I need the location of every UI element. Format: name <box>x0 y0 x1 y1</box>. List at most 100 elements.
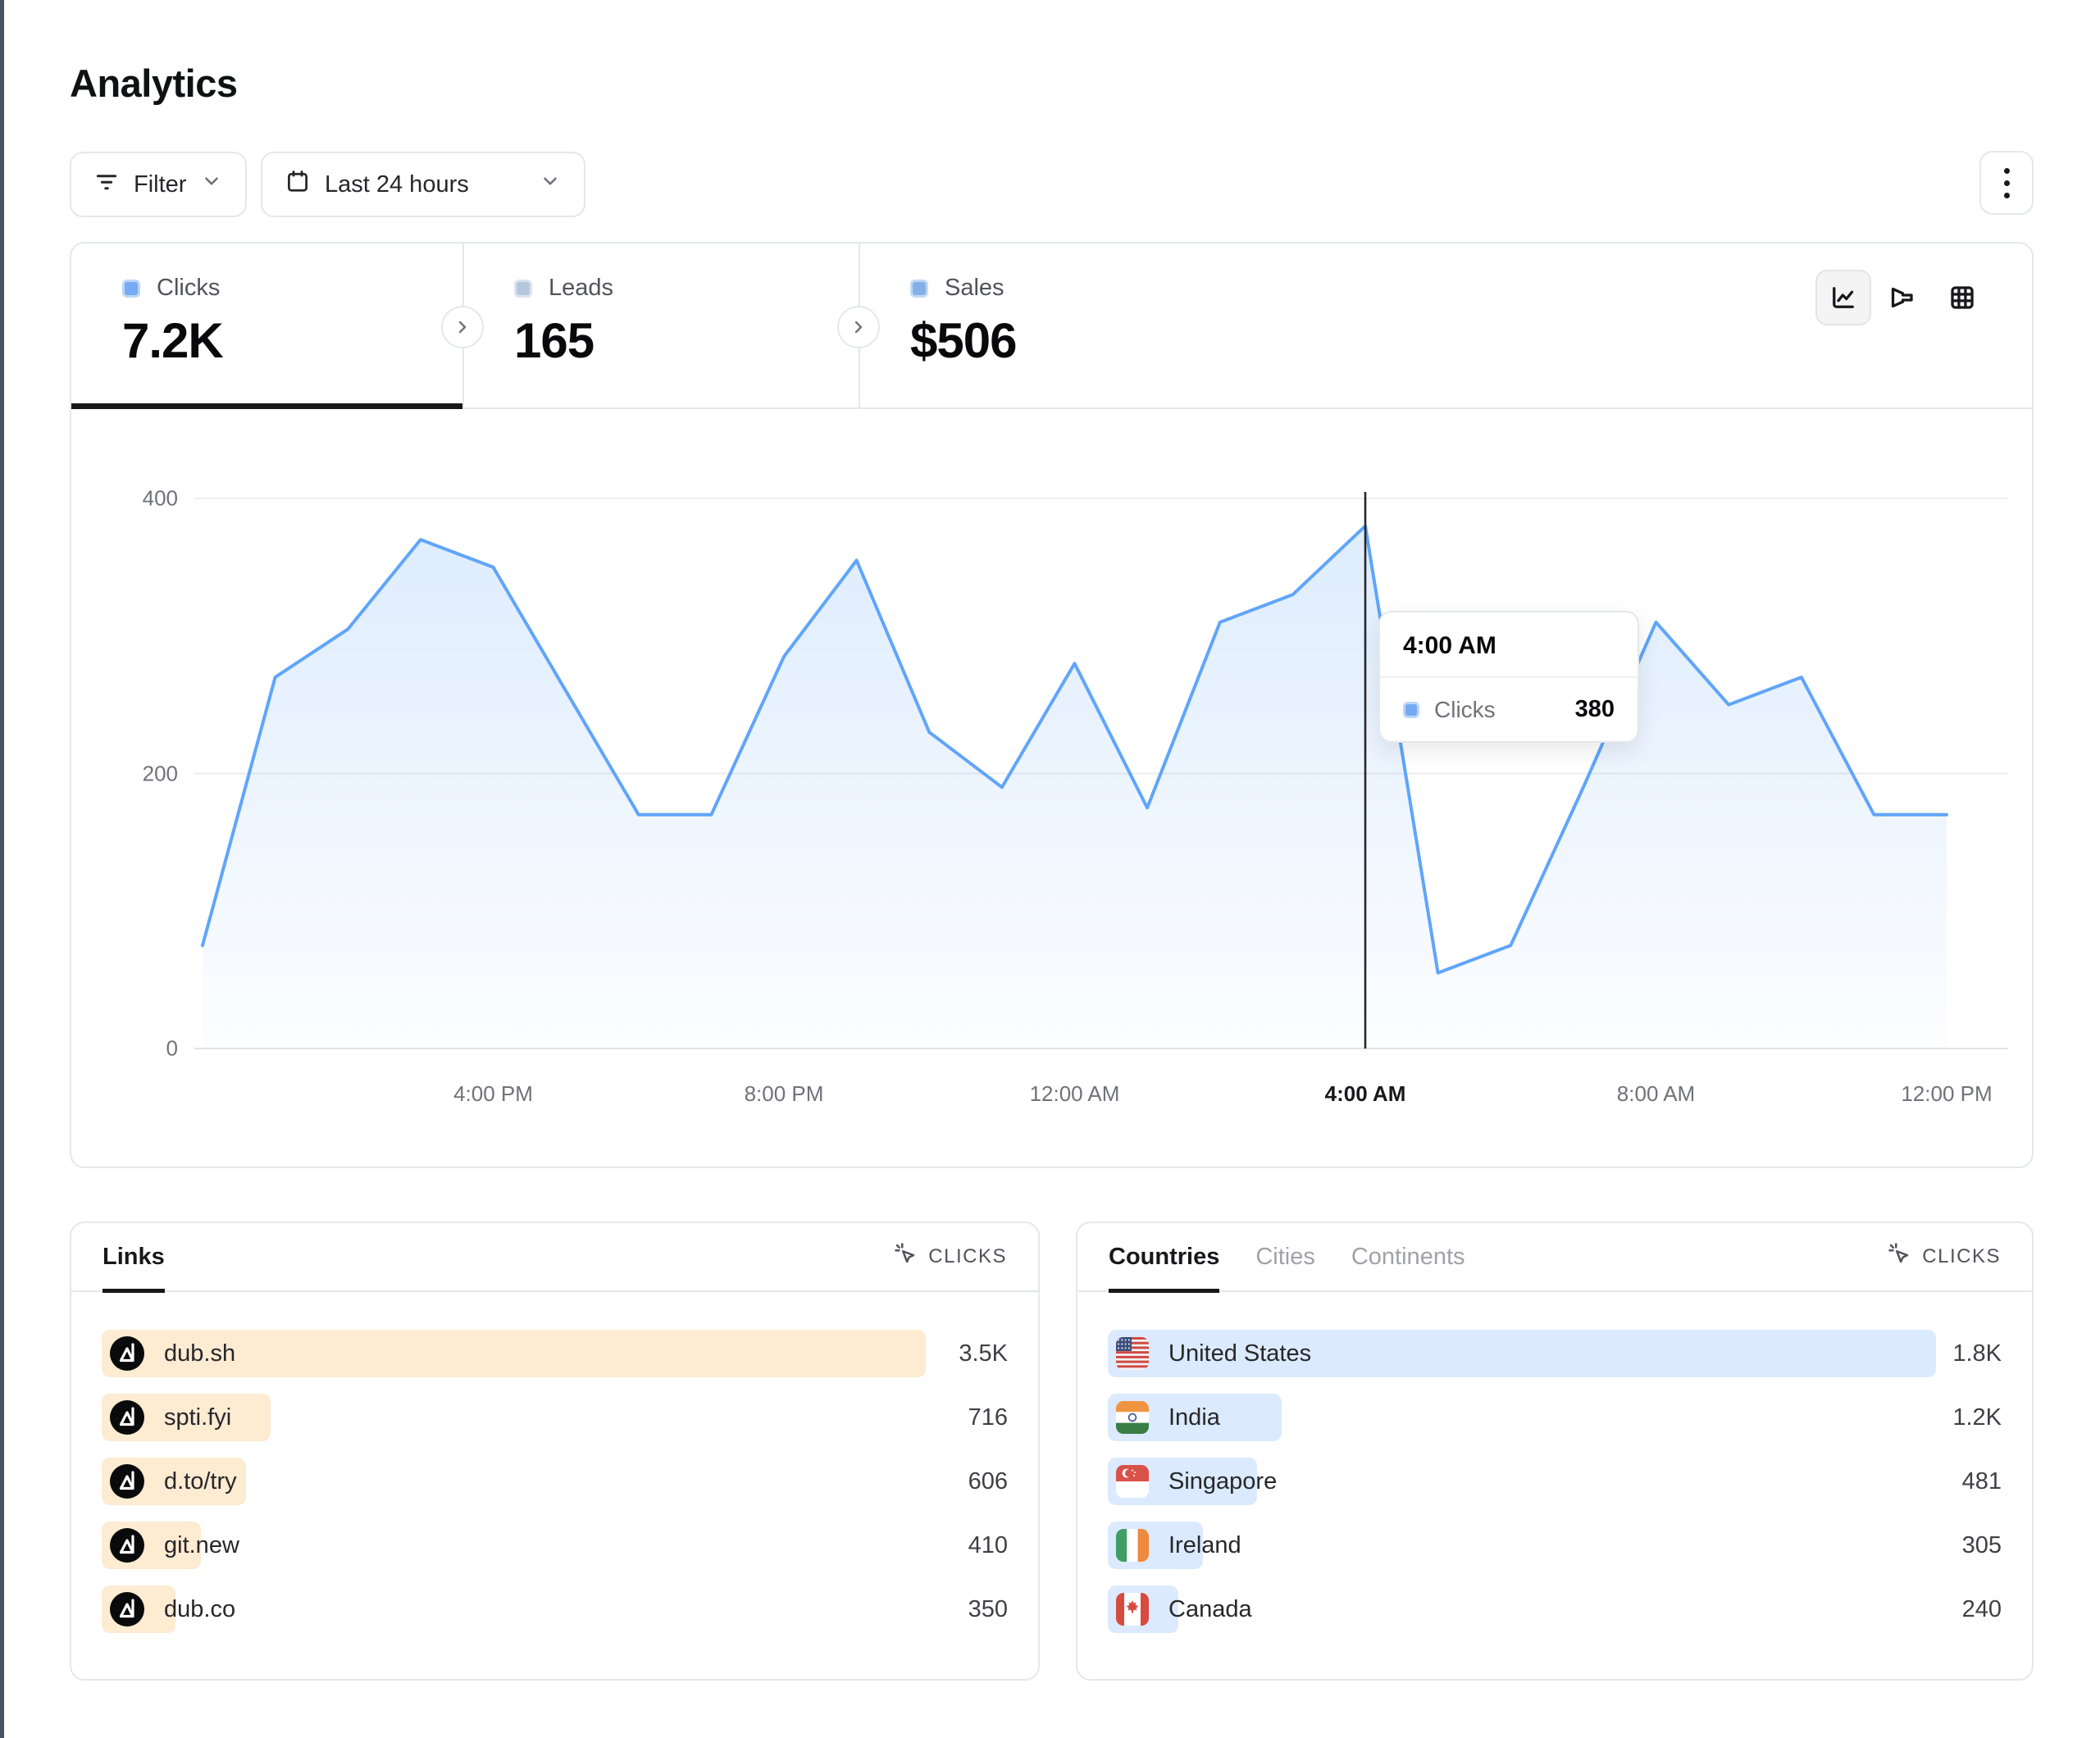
chevron-right-icon <box>854 321 863 334</box>
stat-label: Leads <box>549 275 614 301</box>
dub-logo <box>110 1464 144 1499</box>
country-row[interactable]: Canada 240 <box>1108 1586 2002 1633</box>
link-label: dub.co <box>164 1595 236 1622</box>
active-stat-underline <box>71 403 462 409</box>
tab-cities[interactable]: Cities <box>1255 1243 1315 1270</box>
chevron-down-icon <box>201 171 222 198</box>
y-tick-label: 400 <box>142 485 178 511</box>
link-clicks-value: 410 <box>968 1531 1008 1558</box>
clicks-sort-header[interactable]: CLICKS <box>894 1242 1007 1272</box>
date-range-label: Last 24 hours <box>325 171 469 198</box>
expand-stat-button[interactable] <box>441 306 484 348</box>
countries-panel: Countries Cities Continents CLICKS Unite… <box>1076 1222 2034 1681</box>
table-grid-icon <box>1951 286 1974 309</box>
country-label: Canada <box>1168 1595 1252 1622</box>
x-tick-label: 12:00 PM <box>1901 1081 1993 1106</box>
cursor-click-icon <box>1888 1242 1912 1272</box>
calendar-icon <box>285 169 310 200</box>
y-tick-label: 0 <box>166 1035 178 1061</box>
x-tick-label: 4:00 AM <box>1324 1081 1406 1106</box>
expand-stat-button[interactable] <box>837 306 880 348</box>
area-fill <box>203 525 1947 1049</box>
stat-value: 165 <box>514 313 594 368</box>
chevron-down-icon <box>540 171 561 198</box>
country-label: United States <box>1168 1340 1312 1367</box>
link-row[interactable]: spti.fyi 716 <box>102 1394 1008 1441</box>
flag-sg-icon <box>1116 1465 1149 1498</box>
chevron-right-icon <box>458 321 467 334</box>
flag-us-icon <box>1116 1337 1149 1370</box>
dub-logo <box>110 1528 144 1563</box>
flag-in-icon <box>1116 1401 1149 1434</box>
y-tick-label: 200 <box>142 761 178 785</box>
country-clicks-value: 481 <box>1961 1467 2002 1495</box>
link-clicks-value: 606 <box>968 1467 1008 1495</box>
filter-button[interactable]: Filter <box>70 152 248 217</box>
stat-tab-clicks[interactable]: Clicks 7.2K <box>71 243 462 409</box>
window-edge <box>0 0 4 1738</box>
link-label: d.to/try <box>164 1467 237 1495</box>
tab-links[interactable]: Links <box>102 1222 165 1293</box>
link-row[interactable]: git.new 410 <box>102 1522 1008 1569</box>
chart-tooltip: 4:00 AM Clicks 380 <box>1378 611 1639 743</box>
value-bar <box>1108 1330 1936 1377</box>
date-range-selector[interactable]: Last 24 hours <box>261 152 585 217</box>
filter-label: Filter <box>134 171 187 198</box>
link-row[interactable]: d.to/try 606 <box>102 1458 1008 1505</box>
link-label: git.new <box>164 1531 239 1558</box>
filter-icon <box>94 169 119 200</box>
country-label: Ireland <box>1168 1531 1241 1558</box>
analytics-chart-card: Clicks 7.2K Leads 165 Sales $506 <box>70 242 2034 1168</box>
kebab-icon <box>2003 167 2010 174</box>
x-tick-label: 4:00 PM <box>453 1081 533 1106</box>
stat-tab-leads[interactable]: Leads 165 <box>462 243 859 409</box>
dub-logo <box>110 1400 144 1435</box>
value-bar <box>102 1330 926 1377</box>
table-view-toggle[interactable] <box>1934 270 1990 325</box>
link-clicks-value: 350 <box>968 1595 1008 1622</box>
page-title: Analytics <box>70 61 238 105</box>
x-tick-label: 8:00 AM <box>1616 1081 1696 1106</box>
flag-ca-icon <box>1116 1593 1149 1626</box>
dub-logo <box>110 1336 144 1371</box>
tab-continents[interactable]: Continents <box>1351 1243 1465 1270</box>
link-row[interactable]: dub.sh 3.5K <box>102 1330 1008 1377</box>
more-options-button[interactable] <box>1979 151 2034 215</box>
stat-tab-sales[interactable]: Sales $506 <box>859 243 1252 409</box>
clicks-sort-header[interactable]: CLICKS <box>1888 1242 2001 1272</box>
stat-label: Clicks <box>157 275 221 301</box>
country-clicks-value: 240 <box>1961 1595 2002 1622</box>
country-row[interactable]: Ireland 305 <box>1108 1522 2002 1569</box>
funnel-chart-toggle[interactable] <box>1874 270 1929 325</box>
leads-legend-chip <box>514 279 532 298</box>
links-panel: Links CLICKS dub.sh 3.5K spti.fyi 716 d.to… <box>70 1222 1040 1681</box>
country-clicks-value: 1.2K <box>1952 1404 2002 1431</box>
link-label: spti.fyi <box>164 1404 232 1431</box>
stat-label: Sales <box>945 275 1004 301</box>
stat-value: 7.2K <box>122 313 224 368</box>
dub-logo <box>110 1592 144 1627</box>
cursor-click-icon <box>894 1242 918 1272</box>
country-clicks-value: 305 <box>1961 1531 2002 1558</box>
tooltip-clicks-chip <box>1403 701 1419 718</box>
link-clicks-value: 716 <box>968 1404 1008 1431</box>
tooltip-value: 380 <box>1574 696 1615 722</box>
tab-countries[interactable]: Countries <box>1109 1222 1220 1293</box>
tooltip-time: 4:00 AM <box>1380 612 1638 678</box>
x-tick-label: 12:00 AM <box>1029 1081 1120 1106</box>
link-row[interactable]: dub.co 350 <box>102 1586 1008 1633</box>
country-row[interactable]: Singapore 481 <box>1108 1458 2002 1505</box>
country-row[interactable]: India 1.2K <box>1108 1394 2002 1441</box>
clicks-line <box>201 524 1948 975</box>
country-label: India <box>1168 1404 1220 1431</box>
sales-legend-chip <box>910 279 928 298</box>
stat-value: $506 <box>910 313 1017 368</box>
x-tick-label: 8:00 PM <box>744 1081 824 1106</box>
line-chart-toggle[interactable] <box>1815 270 1871 325</box>
flag-ie-icon <box>1116 1529 1149 1562</box>
clicks-area-chart[interactable] <box>71 243 2035 1170</box>
funnel-chart-icon <box>1891 287 1913 308</box>
country-row[interactable]: United States 1.8K <box>1108 1330 2002 1377</box>
clicks-legend-chip <box>122 279 140 298</box>
